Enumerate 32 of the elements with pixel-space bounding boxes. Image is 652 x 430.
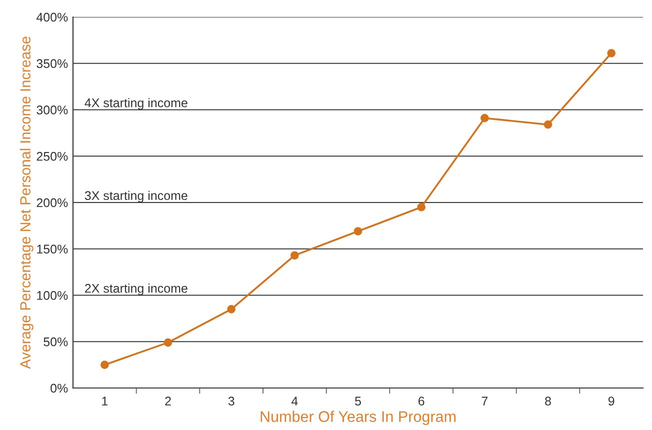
annotation: 3X starting income	[84, 190, 188, 202]
x-tick-label: 1	[102, 396, 108, 406]
y-tick-label: 250%	[36, 152, 68, 161]
x-tick-label: 2	[165, 396, 171, 406]
x-axis-title: Number Of Years In Program	[260, 410, 456, 426]
x-tick-label: 3	[228, 396, 234, 406]
y-tick-label: 300%	[36, 106, 68, 114]
point	[417, 202, 426, 212]
y-tick-label: 0%	[50, 384, 68, 393]
point	[544, 120, 552, 129]
x-tick-label: 8	[545, 396, 551, 406]
x-tick-label: 9	[608, 396, 614, 406]
point	[607, 49, 616, 58]
y-axis-title: Average Percentage Net Personal Income Increase	[20, 36, 34, 369]
y-tick-label: 50%	[44, 337, 68, 346]
point	[480, 114, 489, 122]
x-tick-label: 7	[482, 396, 488, 406]
x-tick-label: 5	[355, 396, 361, 406]
y-tick-label: 400%	[36, 12, 68, 22]
point	[290, 251, 299, 260]
y-tick-label: 150%	[37, 244, 68, 254]
annotation: 2X starting income	[85, 284, 188, 296]
x-tick-label: 4	[291, 396, 298, 406]
point	[100, 360, 109, 369]
point	[354, 227, 362, 236]
y-tick-label: 350%	[36, 59, 68, 68]
y-tick-label: 200%	[36, 198, 68, 208]
y-tick-label: 100%	[37, 291, 68, 300]
point	[164, 338, 172, 347]
point	[227, 304, 236, 314]
x-tick-label: 6	[418, 396, 424, 406]
annotation: 4X starting income	[84, 98, 188, 110]
